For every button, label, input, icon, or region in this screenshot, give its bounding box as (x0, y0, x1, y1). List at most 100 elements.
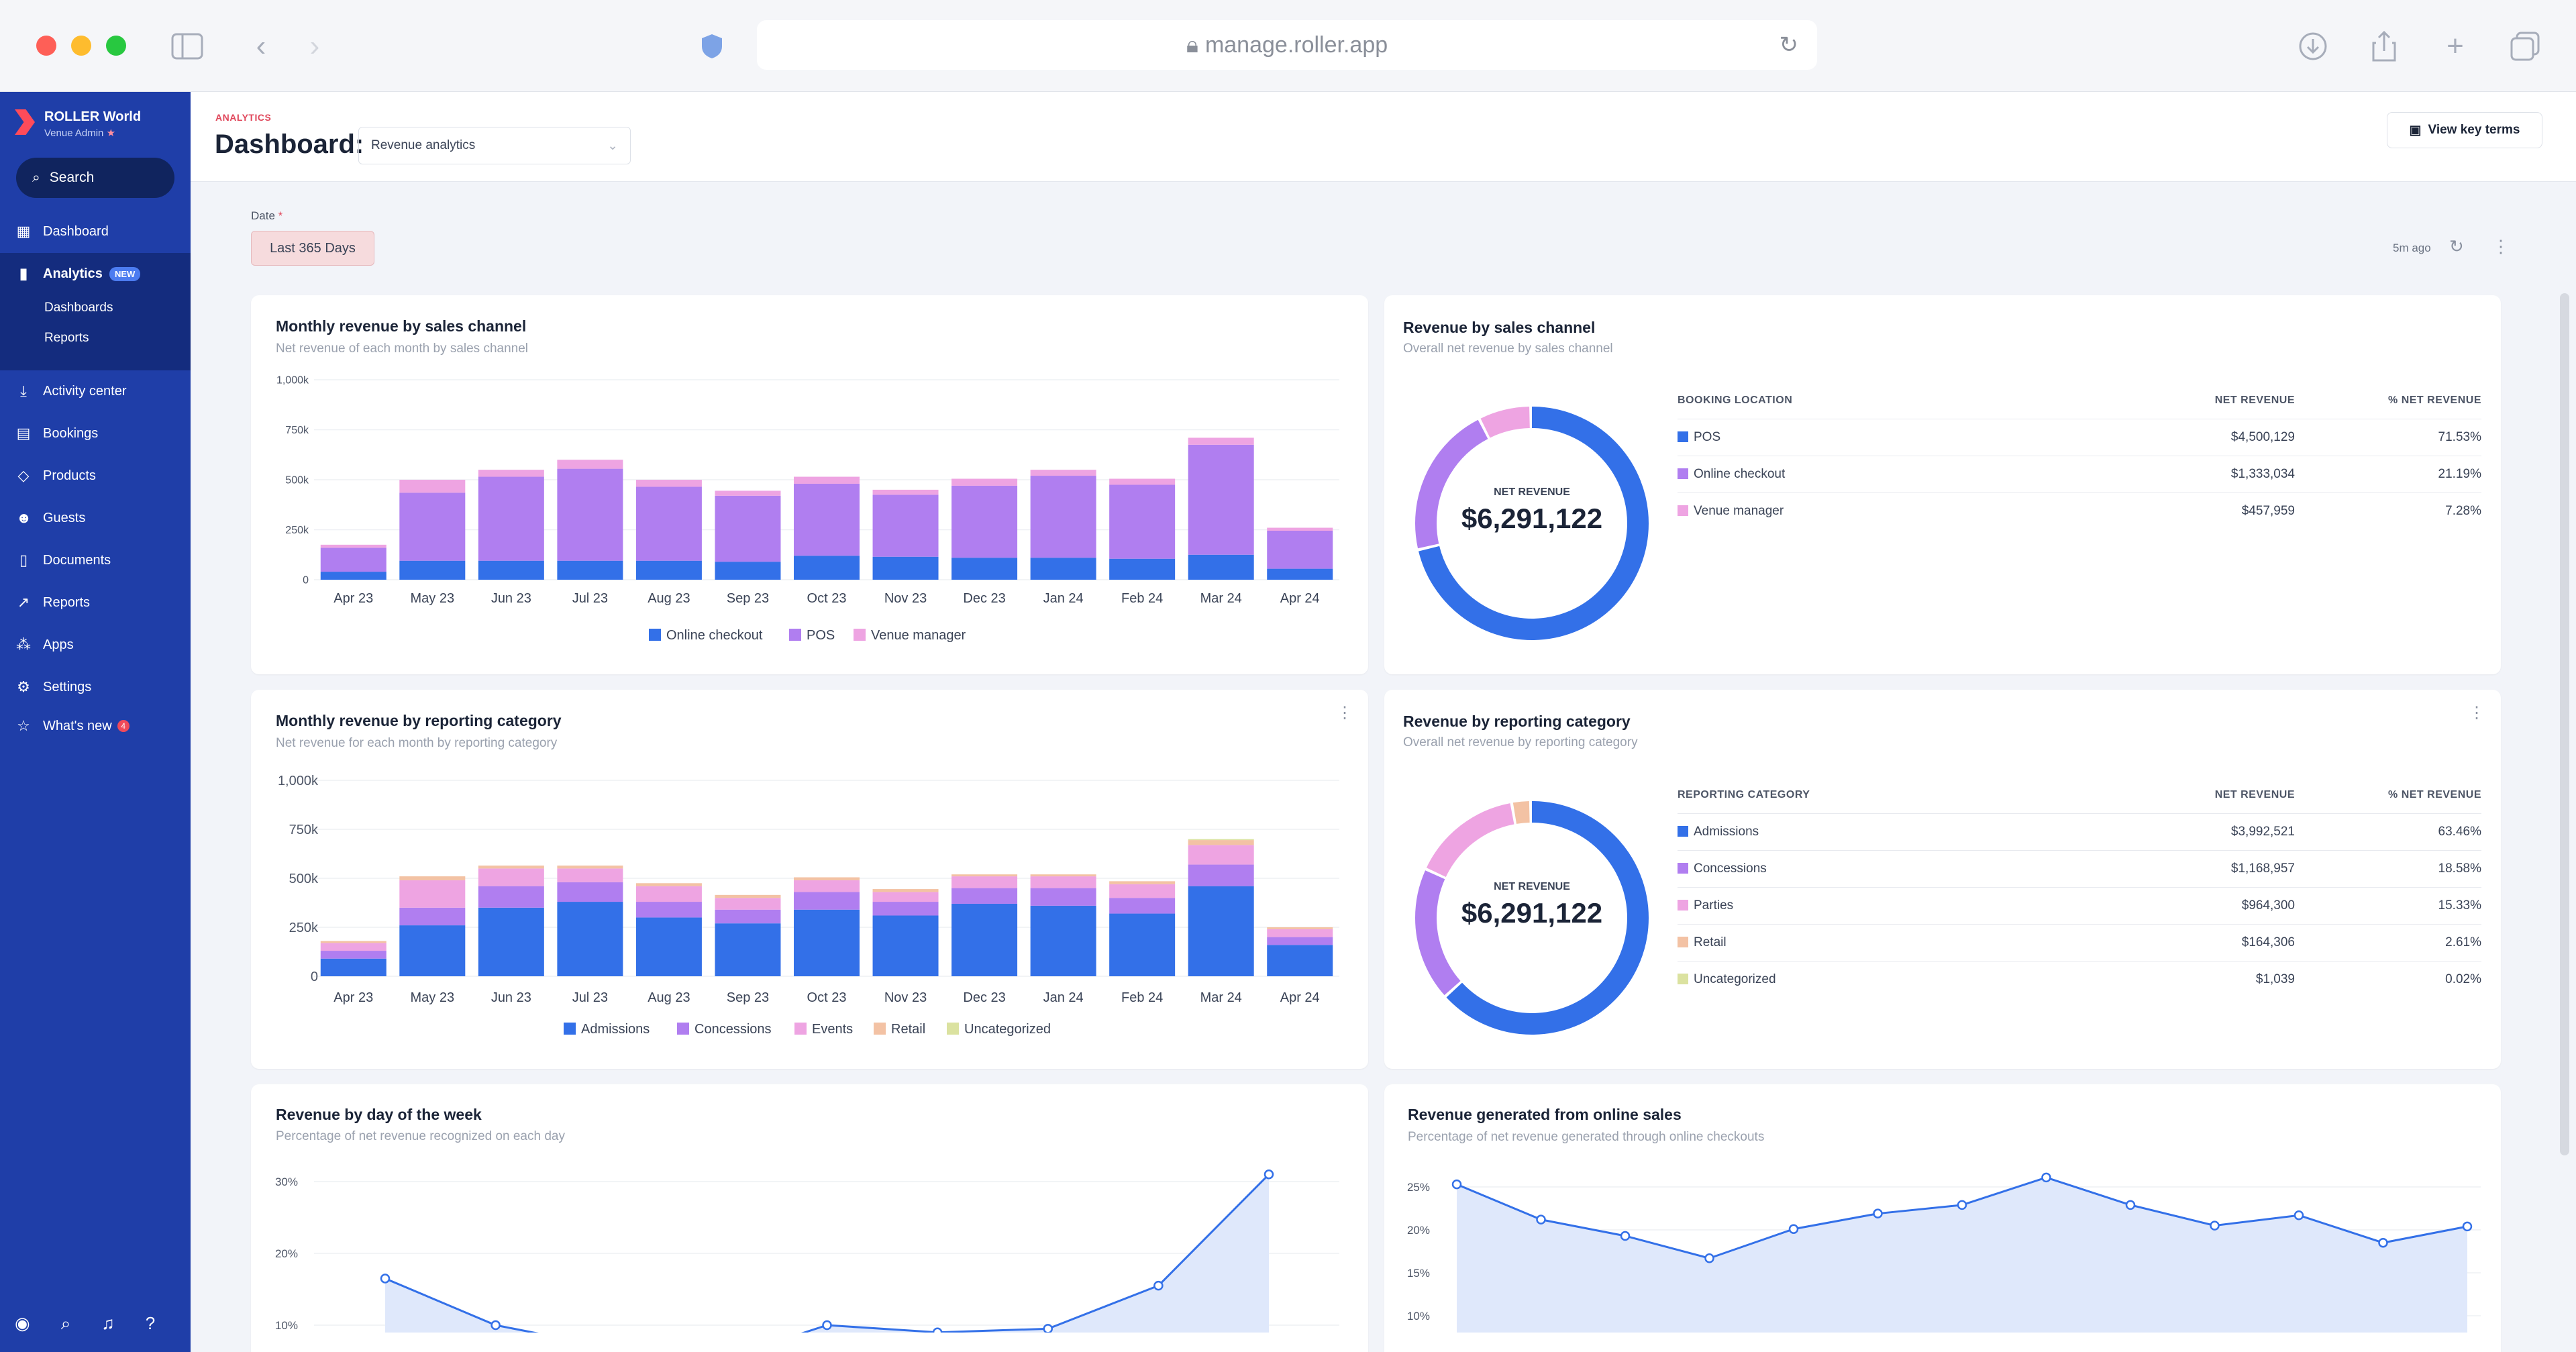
reload-icon[interactable]: ↻ (1779, 32, 1799, 58)
sidebar-item-reports[interactable]: ↗ Reports (0, 586, 191, 619)
x-tick-label: Feb 24 (1121, 591, 1163, 606)
view-key-terms-label: View key terms (2428, 123, 2520, 137)
bar-segment (951, 903, 1018, 976)
calendar-icon: ▤ (16, 425, 31, 441)
bar-segment (715, 909, 781, 924)
table-cell: 71.53% (2295, 419, 2481, 456)
date-filter-chip[interactable]: Last 365 Days (251, 231, 374, 266)
table-cell: Retail (1678, 924, 2094, 961)
refresh-icon[interactable]: ↻ (2449, 236, 2464, 256)
bar-segment (478, 476, 544, 561)
x-tick-label: Apr 23 (333, 990, 373, 1005)
bar-segment (478, 886, 544, 908)
bar-segment (320, 941, 387, 943)
more-options-icon[interactable]: ⋮ (1337, 704, 1353, 722)
sidebar-sub-dashboards[interactable]: Dashboards (44, 301, 113, 315)
shield-icon[interactable] (692, 27, 731, 66)
table-header: NET REVENUE (2214, 789, 2295, 800)
bar-segment (635, 480, 702, 487)
tabs-overview-icon[interactable] (2506, 27, 2544, 66)
bell-icon[interactable]: ♫ (101, 1313, 115, 1333)
sidebar-item-activity-center[interactable]: ⤓ Activity center (0, 374, 191, 408)
bar-segment (478, 560, 544, 580)
bar-segment (1188, 444, 1254, 555)
sidebar-item-settings[interactable]: ⚙ Settings (0, 670, 191, 704)
forward-icon[interactable]: › (309, 30, 320, 62)
minimize-window-button[interactable] (71, 36, 91, 56)
sidebar-toggle-icon[interactable] (168, 27, 207, 66)
bar-segment (1109, 913, 1176, 976)
scrollbar[interactable] (2560, 293, 2569, 1155)
sidebar-item-analytics[interactable]: ▮ Analytics NEW (0, 257, 191, 291)
back-icon[interactable]: ‹ (256, 30, 266, 62)
data-point (932, 1327, 943, 1333)
browser-toolbar: ‹ › 🔒︎ manage.roller.app ↻ + (0, 0, 2576, 92)
sidebar-item-whats-new[interactable]: ☆ What's new 4 (0, 709, 191, 743)
bar-segment (399, 560, 466, 580)
gear-icon: ⚙ (17, 678, 30, 695)
bar-segment (715, 894, 781, 898)
bar-segment (1188, 845, 1254, 865)
sidebar-item-dashboard[interactable]: ▦ Dashboard (0, 215, 191, 248)
bar-segment (1030, 876, 1096, 888)
chevron-down-icon: ⌄ (607, 138, 618, 153)
book-icon: ▣ (2409, 123, 2422, 138)
data-point (2378, 1237, 2388, 1248)
data-point (1043, 1324, 1053, 1333)
new-tab-icon[interactable]: + (2446, 30, 2464, 62)
bar-segment (1267, 927, 1333, 929)
legend-admissions: Admissions (564, 1022, 650, 1037)
search-icon: ⌕ (32, 170, 40, 185)
dashboard-select[interactable]: Revenue analytics ⌄ (358, 127, 631, 164)
close-window-button[interactable] (36, 36, 56, 56)
legend-swatch (1678, 826, 1688, 837)
share-icon[interactable] (2365, 27, 2404, 66)
sidebar-item-guests[interactable]: ☻ Guests (0, 501, 191, 535)
brand[interactable]: ROLLER World Venue Admin ★ (15, 109, 141, 139)
data-point (2210, 1220, 2220, 1231)
view-key-terms-button[interactable]: ▣ View key terms (2387, 112, 2542, 148)
sidebar-item-documents[interactable]: ▯ Documents (0, 543, 191, 577)
sidebar-item-products[interactable]: ◇ Products (0, 459, 191, 492)
channel-donut (1415, 407, 1649, 640)
table-header: BOOKING LOCATION (1678, 395, 1793, 406)
sidebar-sub-reports[interactable]: Reports (44, 331, 89, 345)
x-tick-label: Jul 23 (572, 990, 608, 1005)
analytics-section (0, 253, 191, 370)
table-row: Admissions $3,992,521 63.46% (1678, 813, 2481, 851)
bar-segment (1109, 884, 1176, 898)
bar-segment (1188, 554, 1254, 580)
donut-slice (1415, 407, 1649, 640)
legend-uncategorized: Uncategorized (947, 1022, 1051, 1037)
bar-segment (1109, 558, 1176, 580)
search-icon[interactable]: ⌕ (60, 1313, 71, 1333)
sidebar-search[interactable]: ⌕ Search (16, 158, 174, 198)
account-icon[interactable]: ◉ (15, 1313, 30, 1333)
bar-segment (715, 562, 781, 580)
x-tick-label: Aug 23 (648, 591, 690, 606)
star-icon: ★ (106, 127, 116, 139)
bar-segment (1267, 937, 1333, 945)
maximize-window-button[interactable] (106, 36, 126, 56)
table-row: Retail $164,306 2.61% (1678, 924, 2481, 961)
sidebar-item-bookings[interactable]: ▤ Bookings (0, 417, 191, 450)
download-icon[interactable] (2294, 27, 2332, 66)
bar-segment (794, 476, 860, 484)
y-tick-label: 15% (1407, 1267, 1430, 1280)
x-tick-label: Aug 23 (648, 990, 690, 1005)
bar-segment (478, 907, 544, 976)
address-bar[interactable]: 🔒︎ manage.roller.app ↻ (757, 20, 1817, 70)
sidebar-item-label: Analytics (43, 266, 103, 281)
bar-segment (635, 486, 702, 561)
bar-segment (399, 880, 466, 908)
sidebar-item-apps[interactable]: ⁂ Apps (0, 628, 191, 662)
card-subtitle: Net revenue of each month by sales chann… (276, 342, 529, 356)
star-icon: ☆ (17, 717, 30, 734)
more-options-icon[interactable]: ⋮ (2492, 236, 2510, 256)
x-tick-label: Jul 23 (572, 591, 608, 606)
help-icon[interactable]: ? (145, 1313, 156, 1333)
search-label: Search (49, 170, 95, 185)
sidebar: ROLLER World Venue Admin ★ ⌕ Search ▦ Das… (0, 92, 191, 1352)
legend-swatch (677, 1023, 689, 1035)
more-options-icon[interactable]: ⋮ (2469, 704, 2485, 722)
